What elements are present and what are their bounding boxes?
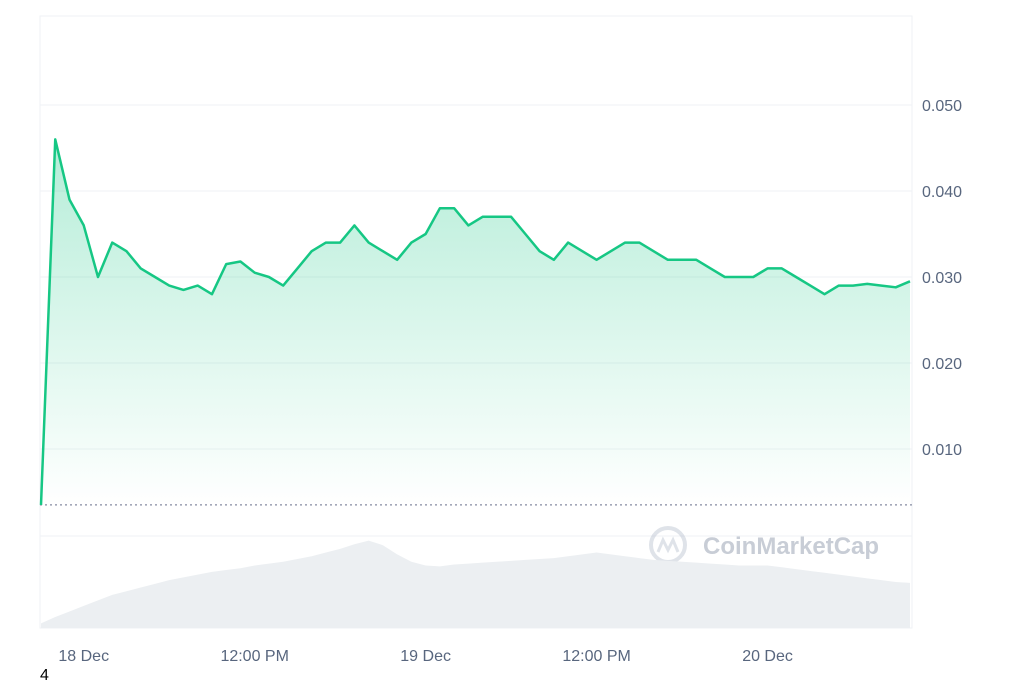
y-tick-label: 0.010 xyxy=(922,442,962,459)
y-tick-label: 0.040 xyxy=(922,184,962,201)
x-tick-label: 12:00 PM xyxy=(220,648,288,665)
watermark-logo xyxy=(649,526,687,564)
watermark: CoinMarketCap xyxy=(703,533,879,560)
x-tick-label: 19 Dec xyxy=(400,648,451,665)
price-line xyxy=(39,138,911,505)
y-tick-label: 0.020 xyxy=(922,356,962,373)
y-tick-label: 0.050 xyxy=(922,98,962,115)
price-area xyxy=(41,139,910,505)
x-tick-label: 20 Dec xyxy=(742,648,793,665)
footnote: 4 xyxy=(40,667,49,683)
y-tick-label: 0.030 xyxy=(922,270,962,287)
x-tick-label: 12:00 PM xyxy=(562,648,630,665)
x-tick-label: 18 Dec xyxy=(58,648,109,665)
volume-area xyxy=(41,540,910,628)
